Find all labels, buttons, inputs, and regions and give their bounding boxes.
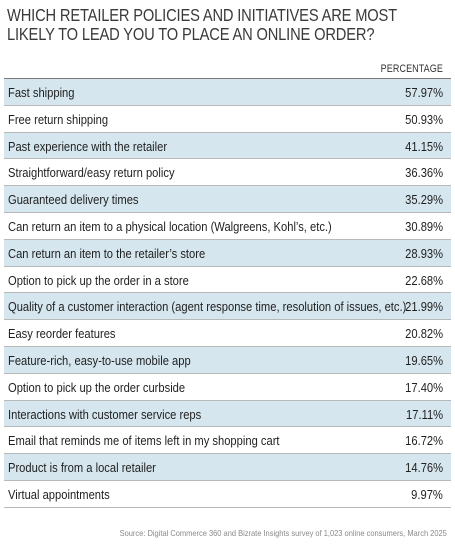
table-row: Quality of a customer interaction (agent… <box>4 293 451 321</box>
row-label: Can return an item to the retailer’s sto… <box>8 245 206 261</box>
row-label: Option to pick up the order in a store <box>8 272 189 288</box>
row-label: Virtual appointments <box>8 486 110 502</box>
table-row: Guaranteed delivery times 35.29% <box>4 186 451 213</box>
row-label: Can return an item to a physical locatio… <box>8 218 332 234</box>
row-value: 19.65% <box>405 352 443 368</box>
table-row: Option to pick up the order in a store 22… <box>4 267 451 294</box>
data-table: Fast shipping 57.97% Free return shipping 5… <box>4 79 451 508</box>
row-value: 21.99% <box>405 299 443 315</box>
table-row: Product is from a local retailer 14.76% <box>4 454 451 481</box>
row-value: 9.97% <box>411 486 443 502</box>
chart-title: WHICH RETAILER POLICIES AND INITIATIVES … <box>7 5 397 44</box>
table-row: Email that reminds me of items left in m… <box>4 427 451 455</box>
row-label: Free return shipping <box>8 111 109 127</box>
row-label: Product is from a local retailer <box>8 460 156 476</box>
row-value: 16.72% <box>405 433 443 449</box>
percentage-column-header: PERCENTAGE <box>380 63 443 75</box>
header-divider <box>4 78 451 79</box>
row-label: Interactions with customer service reps <box>8 406 202 422</box>
chart-title-line-2: LIKELY TO LEAD YOU TO PLACE AN ONLINE OR… <box>7 24 375 44</box>
row-value: 36.36% <box>405 165 443 181</box>
row-label: Fast shipping <box>8 85 75 100</box>
source-note: Source: Digital Commerce 360 and Bizrate… <box>119 528 447 538</box>
table-row: Easy reorder features 20.82% <box>4 320 451 347</box>
row-value: 57.97% <box>405 85 443 100</box>
table-row: Straightforward/easy return policy 36.36% <box>4 159 451 187</box>
table-row: Free return shipping 50.93% <box>4 106 451 133</box>
row-label: Straightforward/easy return policy <box>8 165 175 181</box>
row-label: Option to pick up the order curbside <box>8 379 186 395</box>
row-value: 50.93% <box>405 111 443 127</box>
row-label: Past experience with the retailer <box>8 138 168 154</box>
row-value: 41.15% <box>405 138 443 154</box>
row-label: Quality of a customer interaction (agent… <box>8 299 407 315</box>
row-value: 14.76% <box>405 460 443 476</box>
table-row: Interactions with customer service reps 1… <box>4 400 451 428</box>
table-row: Can return an item to a physical locatio… <box>4 213 451 240</box>
row-label: Email that reminds me of items left in m… <box>8 433 280 449</box>
table-row: Virtual appointments 9.97% <box>4 481 451 508</box>
row-label: Easy reorder features <box>8 326 116 342</box>
table-row: Can return an item to the retailer’s sto… <box>4 239 451 267</box>
row-label: Guaranteed delivery times <box>8 192 139 208</box>
chart-title-line-1: WHICH RETAILER POLICIES AND INITIATIVES … <box>7 5 397 25</box>
row-value: 17.40% <box>405 379 443 395</box>
row-value: 35.29% <box>405 192 443 208</box>
table-row: Option to pick up the order curbside 17.4… <box>4 374 451 401</box>
row-value: 22.68% <box>405 272 443 288</box>
row-value: 30.89% <box>405 218 443 234</box>
table-row: Fast shipping 57.97% <box>4 79 451 106</box>
row-label: Feature-rich, easy-to-use mobile app <box>8 352 191 368</box>
row-value: 28.93% <box>405 245 443 261</box>
row-value: 17.11% <box>405 406 443 422</box>
table-row: Past experience with the retailer 41.15% <box>4 132 451 160</box>
table-row: Feature-rich, easy-to-use mobile app 19.6… <box>4 346 451 374</box>
row-value: 20.82% <box>405 326 443 342</box>
